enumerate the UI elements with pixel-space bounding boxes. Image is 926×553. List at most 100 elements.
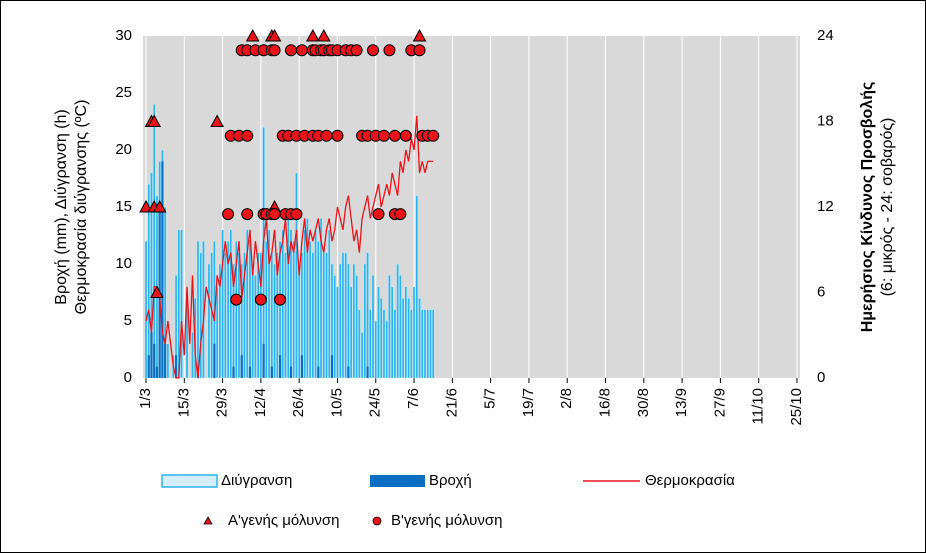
bar <box>349 286 353 379</box>
bar <box>218 263 222 379</box>
bar <box>155 366 159 378</box>
triangle-marker <box>267 28 282 42</box>
circle-marker <box>388 129 401 142</box>
bar <box>399 275 402 379</box>
bar <box>333 275 337 379</box>
x-tick-label: 12/4 <box>252 388 269 417</box>
bar <box>191 332 194 379</box>
circle-marker <box>399 129 412 142</box>
x-tick-label: 19/7 <box>520 388 537 417</box>
y2-tick-label: 24 <box>817 27 834 44</box>
bar <box>366 366 369 378</box>
bar <box>396 263 399 379</box>
y-tick-label: 0 <box>124 369 132 386</box>
bar <box>153 343 156 378</box>
bar <box>275 252 279 379</box>
bar <box>289 366 293 378</box>
triangle-marker <box>316 28 331 42</box>
bar <box>420 309 424 379</box>
circle-marker <box>241 129 254 142</box>
legend-label: Θερμοκρασία <box>645 472 735 489</box>
bar <box>295 172 298 379</box>
bar <box>404 286 408 379</box>
bar <box>215 286 219 379</box>
bar <box>278 355 282 378</box>
bar <box>379 297 383 379</box>
bar <box>371 275 375 379</box>
circle-marker <box>241 208 254 221</box>
bar <box>297 263 301 379</box>
bar <box>232 366 235 378</box>
bar <box>152 104 156 379</box>
circle-marker <box>367 44 380 57</box>
bar <box>147 183 151 379</box>
legend-label: Β'γενής μόλυνση <box>391 512 502 529</box>
bar <box>374 320 378 379</box>
bar <box>180 229 183 379</box>
y2-tick-label: 18 <box>817 112 834 129</box>
bar <box>363 263 367 379</box>
y2-axis-sublabel: (6: μικρός - 24: σοβαρός) <box>879 118 896 297</box>
circle-marker <box>427 129 440 142</box>
bar <box>199 252 203 379</box>
bar <box>248 366 252 378</box>
bar <box>196 240 200 379</box>
x-tick-label: 26/4 <box>290 388 307 417</box>
y-tick-label: 30 <box>115 27 132 44</box>
x-tick-label: 21/6 <box>443 388 460 417</box>
bar <box>221 229 224 379</box>
bar <box>265 240 268 379</box>
bar <box>273 263 276 379</box>
y-axis-label: Θερμοκρασία διύγρανσης (ºC) <box>73 100 90 315</box>
bar <box>360 332 364 379</box>
circle-marker <box>274 293 287 306</box>
legend-label: Διύγρανση <box>221 472 292 489</box>
x-tick-label: 13/9 <box>673 388 690 417</box>
y2-tick-label: 0 <box>817 369 825 386</box>
circle-marker <box>394 208 407 221</box>
circle-marker <box>295 44 308 57</box>
bar <box>213 343 216 378</box>
triangle-marker <box>210 114 224 127</box>
x-tick-label: 1/3 <box>137 388 154 409</box>
bar <box>401 297 405 379</box>
y2-tick-label: 6 <box>817 283 825 300</box>
bar <box>355 275 358 379</box>
bar <box>262 343 265 378</box>
bar <box>161 161 164 378</box>
circle-marker <box>377 129 390 142</box>
triangle-marker <box>139 199 153 213</box>
bar <box>300 355 304 378</box>
circle-marker <box>413 44 426 57</box>
bar <box>267 229 271 379</box>
bar <box>377 286 380 379</box>
bar <box>393 309 397 379</box>
y2-axis-label: Ημερήσιος Κίνδυνος Προσβολής <box>859 82 876 333</box>
triangle-marker <box>147 114 162 127</box>
bar <box>327 229 331 379</box>
triangle-marker <box>412 28 427 42</box>
bar <box>245 229 249 379</box>
bar <box>147 355 150 378</box>
bar <box>256 252 260 379</box>
bar <box>382 309 386 379</box>
circle-marker <box>372 208 385 221</box>
bar <box>330 355 334 378</box>
legend-swatch <box>370 475 425 487</box>
bar <box>426 309 430 379</box>
circle-marker <box>268 44 281 57</box>
bar <box>311 252 315 379</box>
legend-label: Βροχή <box>429 472 472 489</box>
bar <box>150 332 153 378</box>
bar <box>240 355 243 378</box>
bar <box>407 297 410 379</box>
bar <box>423 309 427 379</box>
bar <box>429 309 432 379</box>
bar <box>347 263 350 379</box>
bar <box>270 366 273 378</box>
line <box>145 115 434 379</box>
bar <box>164 343 167 378</box>
bar <box>223 252 227 379</box>
x-tick-label: 27/9 <box>711 388 728 417</box>
x-tick-label: 30/8 <box>635 388 652 417</box>
